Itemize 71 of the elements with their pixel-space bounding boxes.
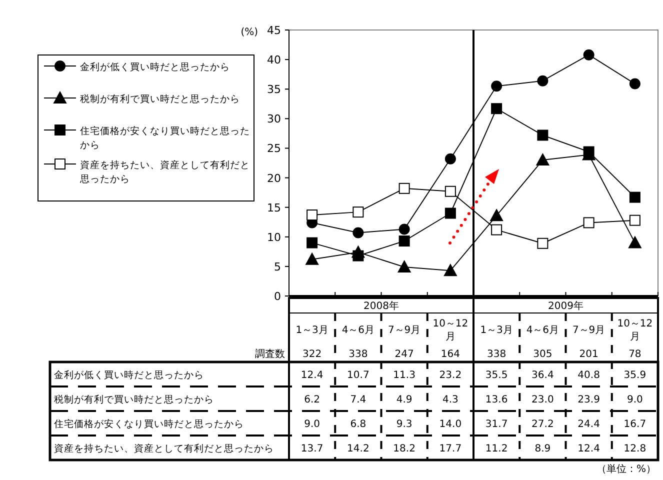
- data-label: 10.7: [347, 370, 370, 381]
- legend-label: 税制が有利で買い時だと思ったから: [80, 93, 240, 105]
- text: 資産を持ちたい、資産として有利だと思ったから: [54, 444, 274, 454]
- legend-label: 住宅価格が安くなり買い時だと思ったから: [80, 125, 250, 151]
- text: 164: [440, 349, 460, 360]
- text: 338: [487, 349, 506, 360]
- text: 金利が低く買い時だと思ったから: [54, 370, 204, 381]
- data-label: 11.3: [393, 370, 416, 381]
- text: 税制が有利で買い時だと思ったから: [54, 394, 214, 406]
- y-tick-label: 25: [267, 142, 281, 156]
- data-label: 12.4: [578, 444, 600, 454]
- text: （単位：%）: [596, 463, 656, 475]
- text: 338: [348, 349, 368, 360]
- x-tick-label: 1～3月: [480, 325, 513, 336]
- text: 調査数: [255, 348, 285, 360]
- data-label: 9.3: [396, 419, 412, 430]
- text: 78: [628, 349, 642, 360]
- data-label: 23.9: [578, 394, 600, 406]
- data-label: 18.2: [393, 444, 416, 454]
- y-tick-label: 0: [274, 290, 281, 303]
- data-label: 8.9: [534, 444, 551, 454]
- data-label: 24.4: [578, 419, 600, 430]
- data-label: 36.4: [532, 370, 554, 381]
- data-label: 6.8: [350, 419, 366, 430]
- data-label: 17.7: [439, 444, 462, 454]
- text: 322: [302, 349, 322, 360]
- data-label: 7.4: [350, 394, 366, 406]
- data-label: 40.8: [578, 370, 600, 381]
- legend-label: 金利が低く買い時だと思ったから: [80, 61, 230, 73]
- data-label: 13.7: [300, 444, 324, 454]
- data-label: 9.0: [304, 419, 320, 430]
- y-axis-title: (%): [240, 27, 258, 38]
- x-tick-label: 4～6月: [526, 325, 560, 336]
- y-tick-label: 45: [267, 24, 281, 37]
- data-label: 14.2: [347, 444, 370, 454]
- x-tick-label: 7～9月: [572, 325, 606, 336]
- x-tick-label: 10～12月: [617, 318, 653, 342]
- y-tick-label: 30: [267, 112, 281, 126]
- x-tick-label: 1～3月: [296, 325, 328, 336]
- y-tick-label: 10: [267, 230, 281, 244]
- data-label: 16.7: [624, 419, 646, 430]
- data-label: 35.9: [624, 370, 646, 381]
- y-tick-label: 15: [267, 201, 281, 214]
- y-tick-label: 35: [267, 83, 281, 96]
- text: 247: [394, 349, 414, 360]
- data-label: 4.3: [442, 394, 458, 406]
- data-label: 23.2: [439, 370, 462, 381]
- data-label: 9.0: [626, 394, 643, 406]
- data-label: 13.6: [485, 394, 508, 406]
- data-label: 12.8: [624, 444, 646, 454]
- text: 305: [533, 349, 552, 360]
- y-tick-label: 20: [267, 172, 281, 185]
- y-tick-label: 5: [274, 260, 281, 274]
- text: 201: [579, 349, 598, 360]
- text: 2009年: [548, 300, 584, 312]
- data-label: 14.0: [439, 419, 462, 430]
- data-label: 4.9: [396, 394, 412, 406]
- x-tick-label: 4～6月: [342, 325, 375, 336]
- data-label: 11.2: [485, 444, 508, 454]
- data-label: 31.7: [485, 419, 508, 430]
- data-label: 6.2: [304, 394, 320, 406]
- legend-label: 資産を持ちたい、資産として有利だと思ったから: [79, 159, 250, 185]
- text: 2008年: [364, 300, 399, 312]
- data-label: 12.4: [300, 370, 324, 381]
- text: 住宅価格が安くなり買い時だと思ったから: [54, 419, 244, 430]
- data-label: 27.2: [532, 419, 554, 430]
- x-tick-label: 7～9月: [388, 325, 421, 336]
- y-tick-label: 40: [267, 54, 281, 67]
- data-label: 23.0: [532, 394, 554, 406]
- data-label: 35.5: [485, 370, 508, 381]
- x-tick-label: 10～12月: [432, 318, 468, 342]
